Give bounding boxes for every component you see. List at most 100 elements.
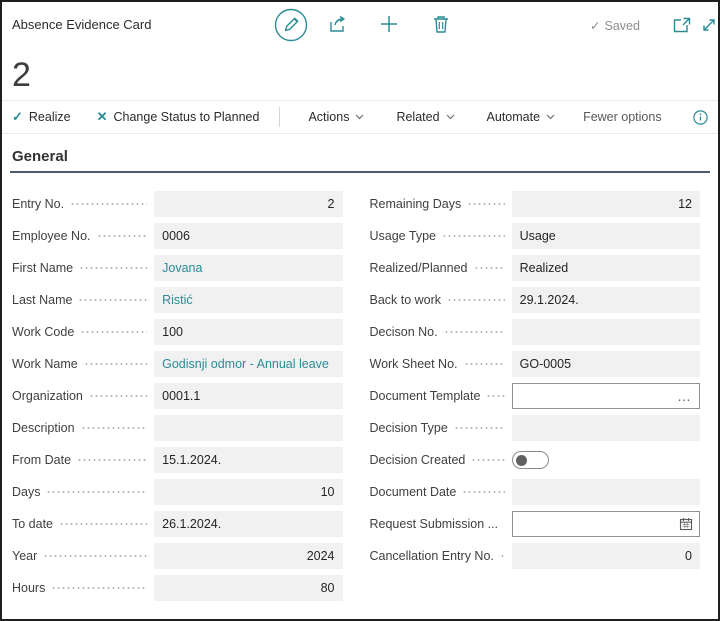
edit-button[interactable]: [274, 8, 308, 42]
field-text-usage-type: Usage: [520, 229, 556, 243]
realize-label: Realize: [29, 110, 71, 124]
field-value-entry-no[interactable]: 2: [154, 191, 342, 217]
field-row-work-name: Work NameGodisnji odmor - Annual leave: [12, 351, 343, 377]
dotted-leader: [471, 447, 504, 473]
field-value-realized-planned[interactable]: Realized: [512, 255, 700, 281]
field-value-remaining-days[interactable]: 12: [512, 191, 700, 217]
open-in-new-window-button[interactable]: [673, 17, 691, 33]
field-control-decision-created: [512, 447, 700, 473]
saved-check-icon: ✓: [590, 18, 600, 33]
field-value-days[interactable]: 10: [154, 479, 342, 505]
field-value-work-code[interactable]: 100: [154, 319, 342, 345]
page-title: Absence Evidence Card: [12, 17, 151, 32]
related-menu[interactable]: Related: [396, 110, 454, 124]
field-row-year: Year 2024: [12, 543, 343, 569]
expand-button[interactable]: [701, 17, 717, 33]
actions-menu-label: Actions: [308, 110, 349, 124]
assist-ellipsis-button[interactable]: …: [675, 391, 693, 401]
field-label-days: Days: [12, 485, 40, 499]
field-value-first-name[interactable]: Jovana: [154, 255, 342, 281]
field-label-first-name: First Name: [12, 261, 73, 275]
share-button[interactable]: [329, 15, 349, 33]
toggle-knob: [516, 455, 527, 466]
field-row-work-sheet-no: Work Sheet No.GO-0005: [370, 351, 701, 377]
dotted-leader: [79, 255, 147, 281]
info-icon: [693, 110, 708, 125]
automate-menu[interactable]: Automate: [487, 110, 556, 124]
dotted-leader: [43, 543, 147, 569]
dotted-leader: [97, 223, 148, 249]
change-status-to-planned-button[interactable]: ✕ Change Status to Planned: [97, 109, 260, 125]
field-value-decison-no[interactable]: [512, 319, 700, 345]
request-submission-input[interactable]: [512, 511, 700, 537]
section-title-general[interactable]: General: [12, 148, 718, 165]
check-icon: ✓: [12, 109, 23, 125]
dotted-leader: [59, 511, 147, 537]
actions-menu[interactable]: Actions: [308, 110, 364, 124]
field-value-back-to-work[interactable]: 29.1.2024.: [512, 287, 700, 313]
field-value-work-name[interactable]: Godisnji odmor - Annual leave: [154, 351, 342, 377]
field-value-decision-type[interactable]: [512, 415, 700, 441]
chevron-down-icon: [546, 114, 555, 120]
field-row-request-submission: Request Submission ...: [370, 511, 701, 537]
field-text-work-sheet-no: GO-0005: [520, 357, 571, 371]
field-row-from-date: From Date15.1.2024.: [12, 447, 343, 473]
work-name-link[interactable]: Godisnji odmor - Annual leave: [162, 357, 329, 371]
plus-icon: [380, 15, 398, 33]
field-value-last-name[interactable]: Ristić: [154, 287, 342, 313]
field-row-document-date: Document Date: [370, 479, 701, 505]
decision-created-toggle[interactable]: [512, 451, 549, 469]
field-label-realized-planned: Realized/Planned: [370, 261, 468, 275]
field-row-hours: Hours80: [12, 575, 343, 601]
field-label-usage-type: Usage Type: [370, 229, 436, 243]
field-value-year[interactable]: 2024: [154, 543, 342, 569]
field-value-cancellation-entry-no[interactable]: 0: [512, 543, 700, 569]
field-text-to-date: 26.1.2024.: [162, 517, 221, 531]
field-label-work-code: Work Code: [12, 325, 74, 339]
field-row-first-name: First Name Jovana: [12, 255, 343, 281]
calendar-icon[interactable]: [679, 517, 693, 531]
field-text-entry-no: 2: [328, 197, 335, 211]
field-label-document-date: Document Date: [370, 485, 457, 499]
field-text-hours: 80: [321, 581, 335, 595]
field-value-description[interactable]: [154, 415, 342, 441]
trash-icon: [433, 15, 449, 33]
field-row-days: Days 10: [12, 479, 343, 505]
field-text-employee-no: 0006: [162, 229, 190, 243]
new-record-button[interactable]: [380, 15, 398, 33]
save-status: ✓ Saved: [590, 18, 640, 33]
field-text-remaining-days: 12: [678, 197, 692, 211]
change-status-label: Change Status to Planned: [114, 110, 260, 124]
form-column-right: Remaining Days12Usage TypeUsageRealized/…: [370, 191, 701, 607]
field-value-work-sheet-no[interactable]: GO-0005: [512, 351, 700, 377]
field-value-organization[interactable]: 0001.1: [154, 383, 342, 409]
field-row-back-to-work: Back to work 29.1.2024.: [370, 287, 701, 313]
field-label-back-to-work: Back to work: [370, 293, 442, 307]
realize-button[interactable]: ✓ Realize: [12, 109, 71, 125]
info-button[interactable]: [693, 110, 708, 125]
field-value-usage-type[interactable]: Usage: [512, 223, 700, 249]
field-value-from-date[interactable]: 15.1.2024.: [154, 447, 342, 473]
fewer-options-button[interactable]: Fewer options: [583, 110, 662, 124]
field-text-work-code: 100: [162, 325, 183, 339]
dotted-leader: [81, 415, 148, 441]
dotted-leader: [444, 319, 505, 345]
field-label-last-name: Last Name: [12, 293, 72, 307]
document-template-input[interactable]: …: [512, 383, 700, 409]
field-label-year: Year: [12, 549, 37, 563]
popout-icon: [673, 17, 691, 33]
field-row-realized-planned: Realized/Planned Realized: [370, 255, 701, 281]
field-value-employee-no[interactable]: 0006: [154, 223, 342, 249]
field-value-to-date[interactable]: 26.1.2024.: [154, 511, 342, 537]
first-name-link[interactable]: Jovana: [162, 261, 202, 275]
form-column-left: Entry No.2 Employee No.0006 First Name Jova…: [12, 191, 343, 607]
field-value-document-date[interactable]: [512, 479, 700, 505]
field-row-employee-no: Employee No.0006: [12, 223, 343, 249]
field-value-hours[interactable]: 80: [154, 575, 342, 601]
last-name-link[interactable]: Ristić: [162, 293, 193, 307]
field-row-entry-no: Entry No.2: [12, 191, 343, 217]
field-row-decision-type: Decision Type: [370, 415, 701, 441]
dotted-leader: [442, 223, 505, 249]
dotted-leader: [46, 479, 147, 505]
delete-button[interactable]: [433, 15, 449, 33]
